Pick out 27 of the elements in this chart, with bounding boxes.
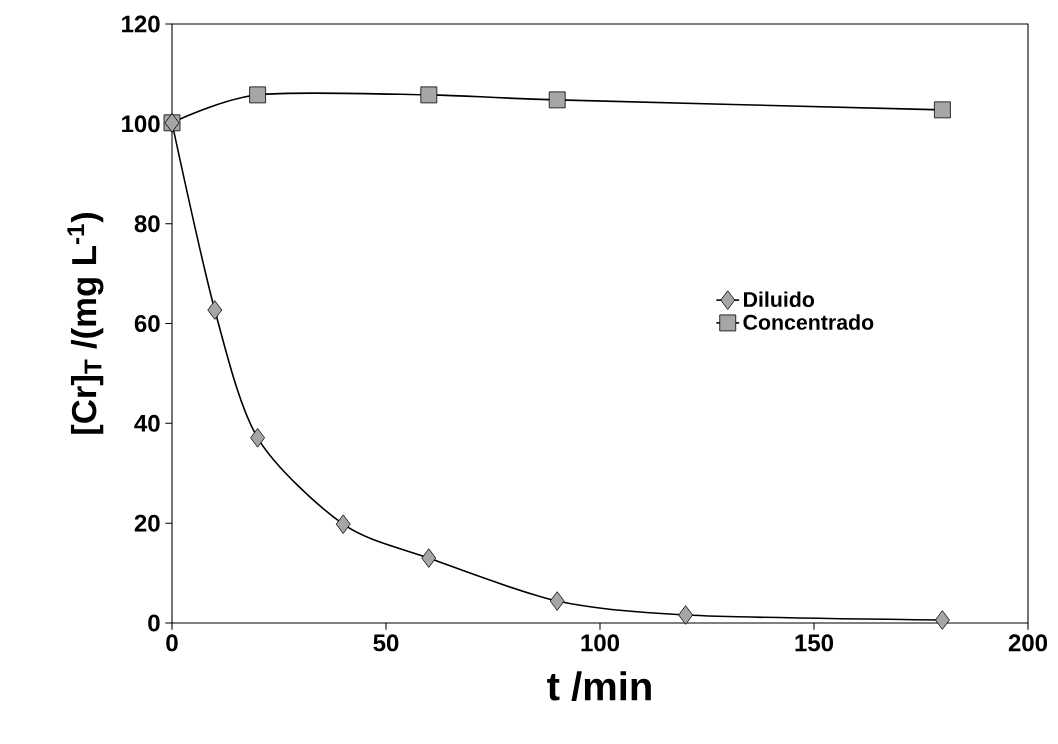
x-axis-title: t /min — [547, 671, 651, 701]
point — [335, 514, 351, 534]
point — [935, 610, 950, 630]
y-tick-label: 40 — [134, 414, 160, 432]
point — [207, 300, 223, 320]
point — [249, 86, 266, 104]
point — [420, 86, 438, 104]
point — [934, 101, 951, 119]
x-tick-label: 100 — [581, 634, 620, 652]
y-axis-title: [Cr]$_{T}$ /(mg L$^{-1}$) — [67, 212, 104, 434]
point — [678, 605, 693, 625]
y-tick-label: 60 — [134, 314, 160, 332]
x-tick-label: 0 — [166, 634, 178, 652]
y-tick-label: 100 — [122, 115, 160, 133]
point — [548, 91, 566, 109]
x-tick-label: 200 — [1008, 634, 1048, 652]
legend-label: Concentrado — [743, 314, 874, 330]
y-tick-label: 120 — [122, 15, 160, 33]
y-tick-label: 20 — [134, 514, 160, 532]
legend-label: Diluido — [744, 291, 815, 308]
x-tick-label: 50 — [373, 634, 399, 652]
x-tick-label: 150 — [795, 634, 834, 652]
point — [421, 548, 437, 568]
point — [250, 428, 265, 448]
y-tick-label: 0 — [148, 614, 160, 632]
y-tick-label: 80 — [134, 215, 160, 233]
point — [549, 591, 565, 611]
